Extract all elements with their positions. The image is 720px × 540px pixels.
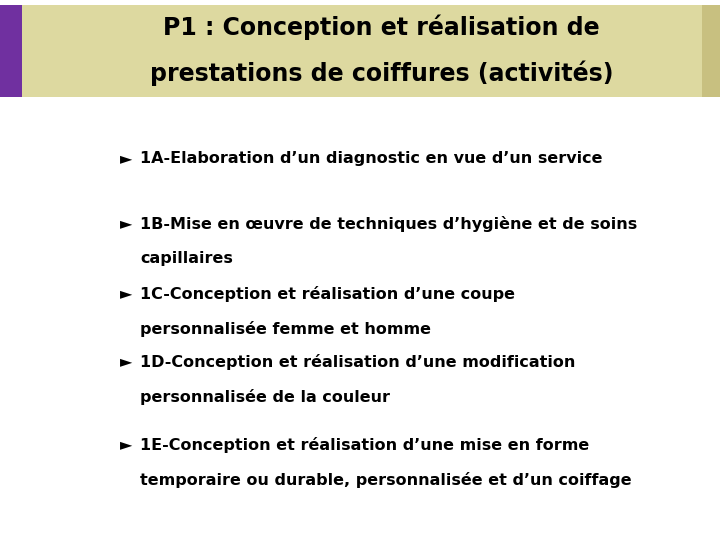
Text: 1E-Conception et réalisation d’une mise en forme: 1E-Conception et réalisation d’une mise … — [140, 437, 590, 454]
Text: prestations de coiffures (activités): prestations de coiffures (activités) — [150, 60, 613, 86]
Text: ►: ► — [120, 437, 132, 453]
Text: capillaires: capillaires — [140, 251, 233, 266]
Bar — [702, 5, 720, 97]
Text: ►: ► — [120, 216, 132, 231]
Text: 1D-Conception et réalisation d’une modification: 1D-Conception et réalisation d’une modif… — [140, 354, 576, 370]
Bar — [0, 5, 22, 97]
Text: 1B-Mise en œuvre de techniques d’hygiène et de soins: 1B-Mise en œuvre de techniques d’hygiène… — [140, 216, 638, 232]
Text: personnalisée femme et homme: personnalisée femme et homme — [140, 321, 431, 338]
Text: 1C-Conception et réalisation d’une coupe: 1C-Conception et réalisation d’une coupe — [140, 286, 516, 302]
Text: personnalisée de la couleur: personnalisée de la couleur — [140, 389, 390, 405]
Text: ►: ► — [120, 151, 132, 166]
Text: ►: ► — [120, 286, 132, 301]
Text: 1A-Elaboration d’un diagnostic en vue d’un service: 1A-Elaboration d’un diagnostic en vue d’… — [140, 151, 603, 166]
Text: P1 : Conception et réalisation de: P1 : Conception et réalisation de — [163, 14, 600, 40]
Bar — [22, 5, 702, 97]
Text: ►: ► — [120, 354, 132, 369]
Text: temporaire ou durable, personnalisée et d’un coiffage: temporaire ou durable, personnalisée et … — [140, 472, 632, 489]
